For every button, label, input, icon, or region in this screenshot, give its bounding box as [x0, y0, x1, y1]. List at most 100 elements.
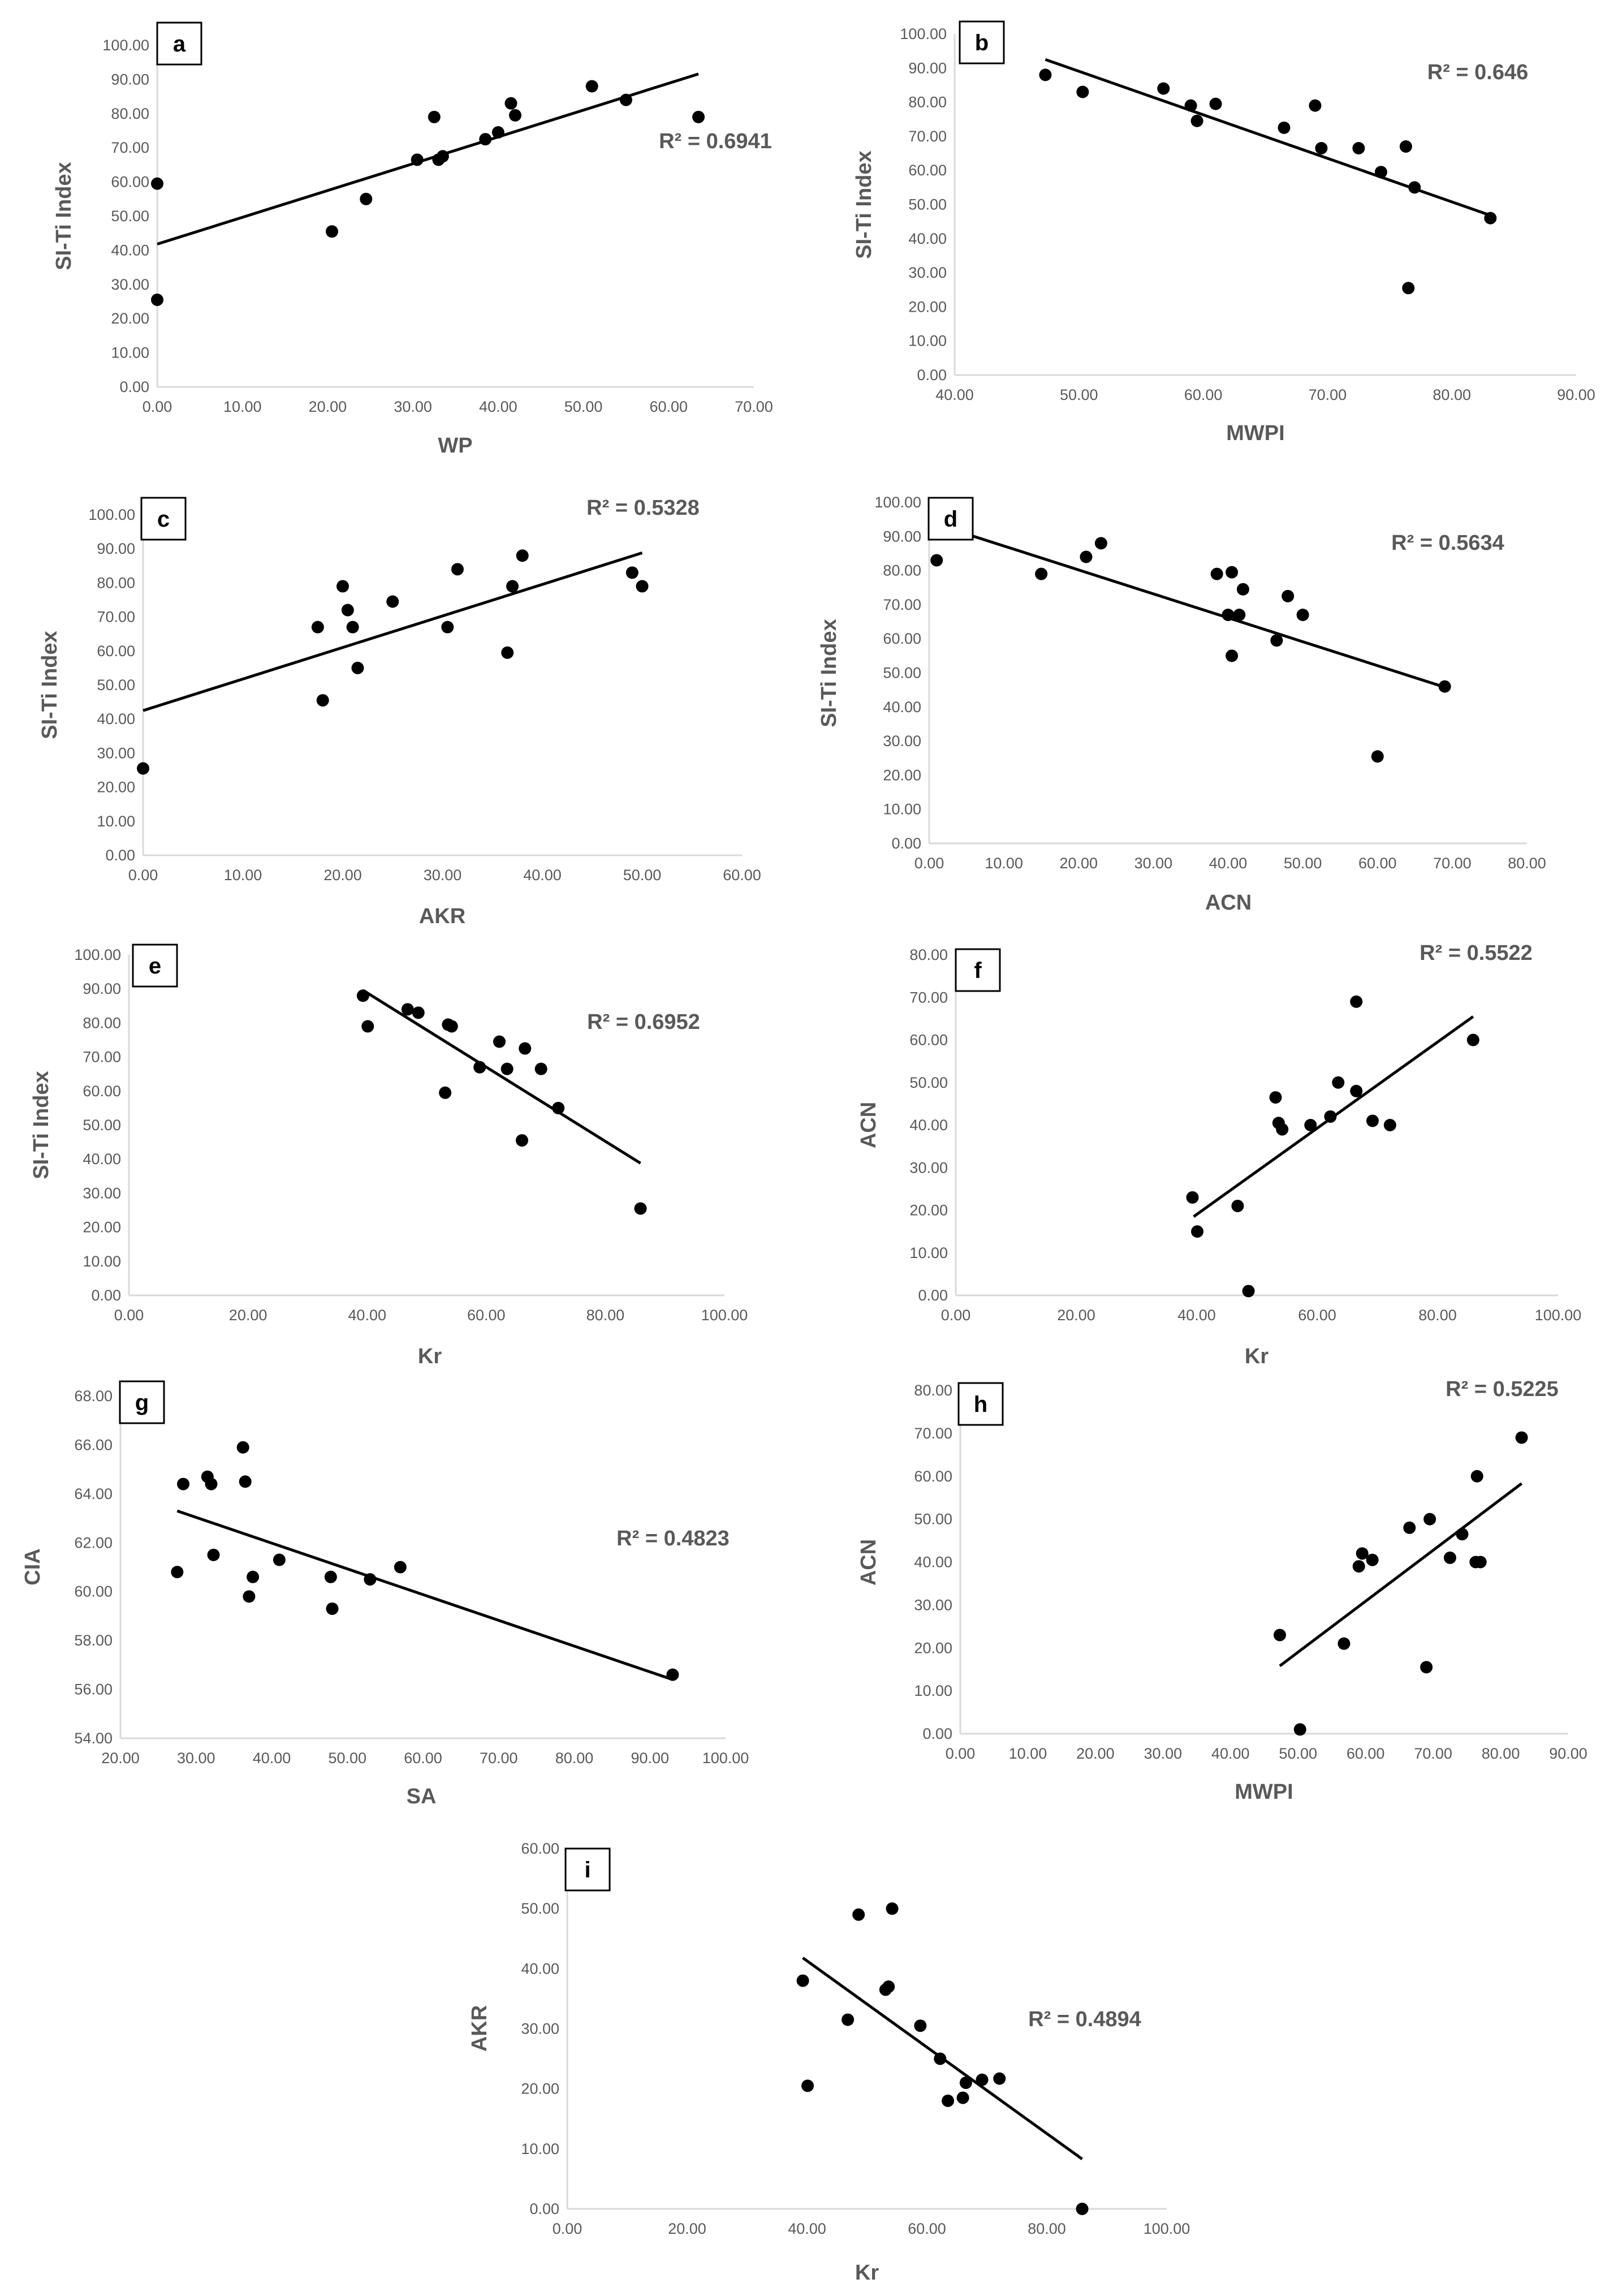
x-tick-label: 30.00 [1144, 1745, 1183, 1762]
data-point [914, 2019, 927, 2032]
data-point [976, 2073, 989, 2086]
data-point [1474, 1556, 1487, 1569]
data-point [1157, 82, 1170, 95]
y-tick-label: 60.00 [908, 162, 947, 179]
x-tick-label: 40.00 [1209, 855, 1248, 872]
panel-letter-box [957, 1382, 1004, 1426]
y-tick-label: 80.00 [909, 946, 948, 963]
x-tick-label: 50.00 [1284, 855, 1322, 872]
x-tick-label: 40.00 [523, 867, 562, 884]
r2-label: R² = 0.6952 [587, 1010, 700, 1034]
y-tick-label: 20.00 [521, 2080, 559, 2097]
y-tick-label: 30.00 [883, 733, 921, 749]
data-point [1035, 567, 1048, 580]
data-point [137, 762, 149, 775]
x-tick-label: 60.00 [404, 1750, 442, 1767]
y-tick-label: 80.00 [883, 562, 921, 579]
panel-letter: a [173, 32, 186, 57]
x-tick-label: 30.00 [394, 398, 432, 415]
y-axis-title: SI-Ti Index [52, 162, 76, 270]
y-tick-label: 60.00 [521, 1840, 559, 1857]
y-tick-label: 80.00 [914, 1382, 952, 1399]
data-point [243, 1590, 256, 1603]
x-tick-label: 60.00 [467, 1307, 506, 1324]
panel-letter: d [944, 507, 957, 532]
data-point [1242, 1285, 1255, 1298]
r2-label: R² = 0.5328 [586, 496, 700, 520]
panel-d: ACN SI-Ti Index 0.00 10.00 20.00 30.00 40.00… [817, 494, 1546, 915]
data-point [1190, 114, 1203, 127]
data-point [401, 1003, 414, 1016]
data-point [1338, 1637, 1351, 1650]
panel-c: AKR SI-Ti Index 0.00 10.00 20.00 30.00 40.00… [38, 496, 761, 928]
y-tick-label: 60.00 [909, 1032, 948, 1049]
x-tick-label: 90.00 [1549, 1745, 1587, 1762]
data-point [515, 1134, 528, 1147]
data-point [205, 1477, 218, 1491]
data-point [1350, 1084, 1363, 1097]
x-tick-label: 60.00 [649, 398, 688, 415]
x-tick-label: 100.00 [1535, 1307, 1582, 1324]
panel-letter-box [955, 948, 1001, 992]
trendline [176, 1509, 674, 1681]
data-point [519, 1042, 532, 1055]
x-axis-title: Kr [418, 1345, 442, 1368]
data-point [479, 133, 492, 146]
x-tick-label: 40.00 [1177, 1307, 1216, 1324]
data-point [1466, 1033, 1479, 1046]
x-tick-label: 50.00 [1060, 386, 1098, 403]
y-axis-title: ACN [857, 1102, 881, 1148]
y-tick-label: 20.00 [111, 310, 149, 327]
y-tick-label: 30.00 [97, 744, 135, 761]
panel-letter-box [156, 21, 202, 66]
x-tick-label: 60.00 [1358, 855, 1397, 872]
x-tick-label: 40.00 [348, 1307, 386, 1324]
data-point [361, 1020, 374, 1033]
data-point [1403, 1521, 1416, 1534]
x-axis-title: ACN [1205, 891, 1252, 915]
panel-f: Kr ACN 0.00 20.00 40.00 60.00 80.00 100.00 0.0… [857, 941, 1581, 1368]
y-axis-title: SI-Ti Index [29, 1071, 53, 1179]
data-point [506, 580, 519, 593]
y-tick-label: 70.00 [914, 1425, 952, 1442]
data-point [1366, 1553, 1379, 1566]
data-point [1352, 142, 1365, 155]
data-point [1233, 608, 1246, 621]
y-tick-label: 50.00 [111, 208, 149, 225]
data-point [1484, 212, 1497, 225]
data-point [1383, 1119, 1396, 1131]
data-point [451, 563, 464, 576]
panel-b: MWPI SI-Ti Index 40.00 50.00 60.00 70.00 80.… [852, 20, 1595, 445]
y-tick-label: 70.00 [883, 596, 921, 613]
r2-label: R² = 0.5225 [1446, 1377, 1559, 1401]
y-tick-label: 80.00 [908, 94, 947, 111]
y-tick-label: 10.00 [914, 1682, 952, 1699]
x-tick-label: 10.00 [224, 867, 262, 884]
data-point [666, 1668, 679, 1681]
x-tick-label: 70.00 [1309, 386, 1347, 403]
r2-label: R² = 0.4823 [616, 1527, 730, 1550]
y-axis-title: ACN [857, 1539, 881, 1586]
y-tick-label: 70.00 [83, 1049, 121, 1066]
data-point [959, 2077, 972, 2090]
panel-letter-box [119, 1380, 165, 1424]
data-point [341, 604, 354, 617]
data-point [1186, 1191, 1199, 1204]
y-tick-label: 70.00 [908, 128, 947, 145]
data-point [1191, 1225, 1204, 1238]
y-tick-label: 30.00 [908, 264, 947, 281]
data-point [351, 661, 364, 674]
data-point [473, 1061, 486, 1074]
data-point [1296, 608, 1309, 621]
data-point [239, 1475, 252, 1488]
y-tick-label: 10.00 [883, 801, 921, 818]
y-tick-label: 0.00 [917, 367, 947, 384]
y-tick-label: 40.00 [914, 1554, 952, 1571]
y-tick-label: 0.00 [119, 378, 149, 395]
x-tick-label: 30.00 [424, 867, 462, 884]
y-tick-label: 90.00 [97, 540, 135, 557]
y-tick-label: 54.00 [74, 1730, 113, 1747]
data-point [247, 1570, 260, 1583]
y-axis-title: SI-Ti Index [817, 619, 841, 727]
data-point [1270, 634, 1283, 647]
